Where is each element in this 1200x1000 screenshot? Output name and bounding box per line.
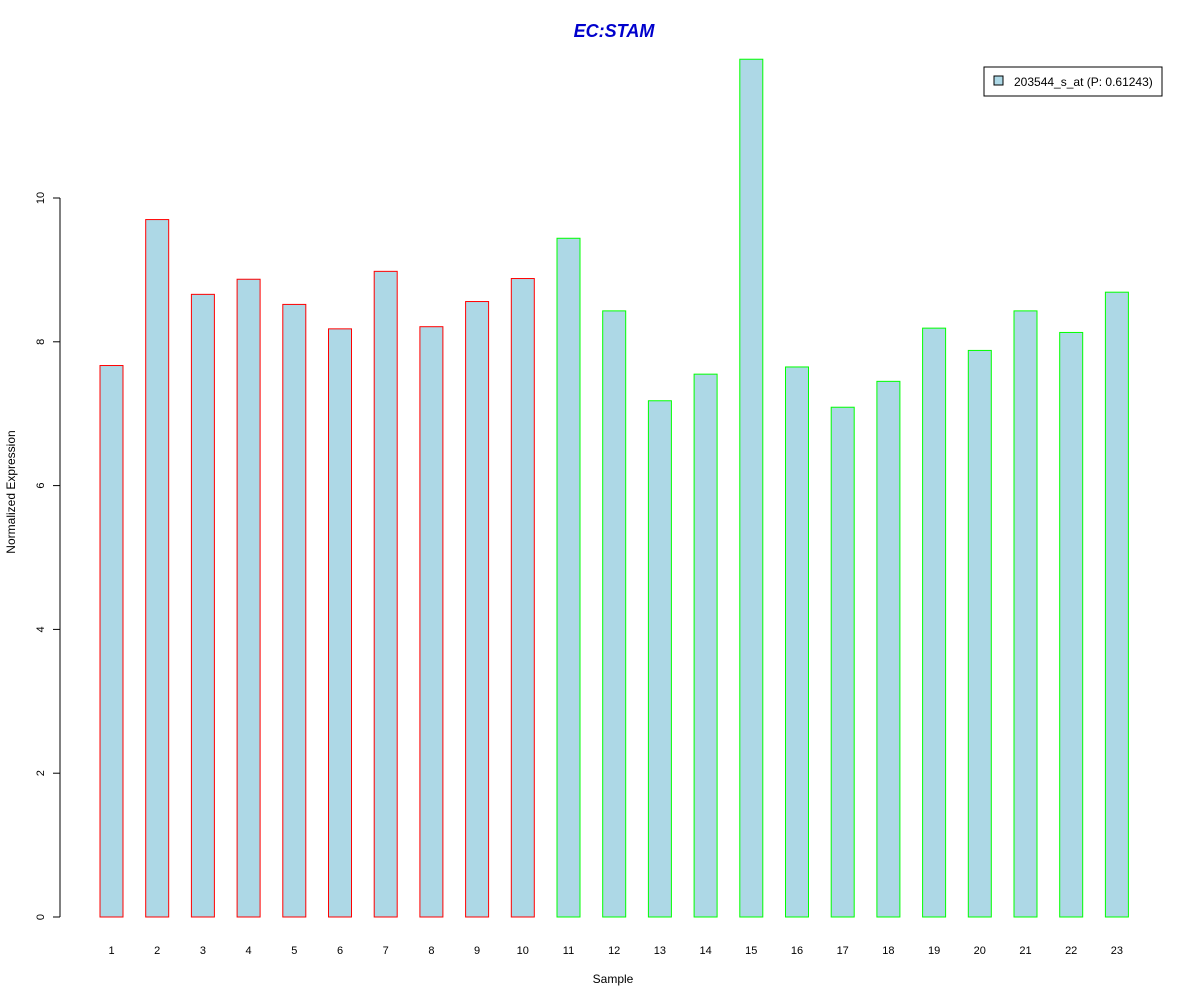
bar <box>967 349 992 918</box>
bar <box>1059 331 1084 918</box>
x-tick-label: 14 <box>699 945 711 957</box>
bar <box>282 303 307 918</box>
bar <box>693 373 718 918</box>
x-tick-label: 9 <box>474 945 480 957</box>
bar <box>373 270 398 918</box>
x-tick-label: 7 <box>383 945 389 957</box>
x-tick-label: 23 <box>1111 945 1123 957</box>
bar <box>419 326 444 918</box>
bar <box>647 400 672 918</box>
y-tick-label: 4 <box>35 626 47 632</box>
x-tick-label: 4 <box>246 945 252 957</box>
y-axis: 0 2 4 6 8 10 <box>35 192 61 920</box>
x-tick-label: 10 <box>517 945 529 957</box>
legend-label: 203544_s_at (P: 0.61243) <box>1014 75 1153 89</box>
bar <box>922 327 947 918</box>
x-tick-label: 21 <box>1019 945 1031 957</box>
x-tick-label: 17 <box>837 945 849 957</box>
chart-title: EC:STAM <box>574 21 656 41</box>
y-axis-label: Normalized Expression <box>4 430 18 553</box>
bar <box>556 237 581 918</box>
x-tick-label: 2 <box>154 945 160 957</box>
x-tick-label: 13 <box>654 945 666 957</box>
y-tick-label: 2 <box>35 770 47 776</box>
bar <box>785 366 809 918</box>
y-tick-label: 8 <box>35 339 47 345</box>
y-tick-label: 10 <box>35 192 47 204</box>
bar <box>830 406 855 918</box>
y-tick-label: 0 <box>35 914 47 920</box>
x-tick-label: 20 <box>974 945 986 957</box>
x-tick-label: 5 <box>291 945 297 957</box>
bar <box>876 380 901 918</box>
x-axis-label: Sample <box>593 972 634 986</box>
bars-group <box>99 58 1129 918</box>
x-tick-label: 15 <box>745 945 757 957</box>
x-tick-label: 8 <box>428 945 434 957</box>
legend-box <box>983 66 1163 97</box>
bar <box>602 310 627 918</box>
y-tick-label: 6 <box>35 483 47 489</box>
x-tick-label: 3 <box>200 945 206 957</box>
x-tick-label: 18 <box>882 945 894 957</box>
x-tick-label: 6 <box>337 945 343 957</box>
legend-swatch <box>993 75 1004 86</box>
bar <box>236 278 261 918</box>
bar <box>739 58 764 918</box>
bar <box>465 301 490 918</box>
bar <box>328 328 352 918</box>
x-tick-label: 1 <box>108 945 114 957</box>
y-axis-ticks: 0 2 4 6 8 10 <box>35 192 60 920</box>
x-tick-label: 12 <box>608 945 620 957</box>
x-tick-label: 11 <box>563 945 574 957</box>
x-axis-tick-labels: 1 2 3 4 5 6 7 8 9 10 11 12 13 14 15 16 17 18 19 20 21 22 23 <box>108 945 1123 957</box>
legend: 203544_s_at (P: 0.61243) <box>983 66 1163 97</box>
x-tick-label: 22 <box>1065 945 1077 957</box>
bar <box>190 293 215 918</box>
bar <box>99 365 124 918</box>
x-tick-label: 19 <box>928 945 940 957</box>
bar <box>510 278 535 918</box>
bar <box>145 219 170 918</box>
bar <box>1104 291 1129 918</box>
bar <box>1013 310 1038 918</box>
x-tick-label: 16 <box>791 945 803 957</box>
